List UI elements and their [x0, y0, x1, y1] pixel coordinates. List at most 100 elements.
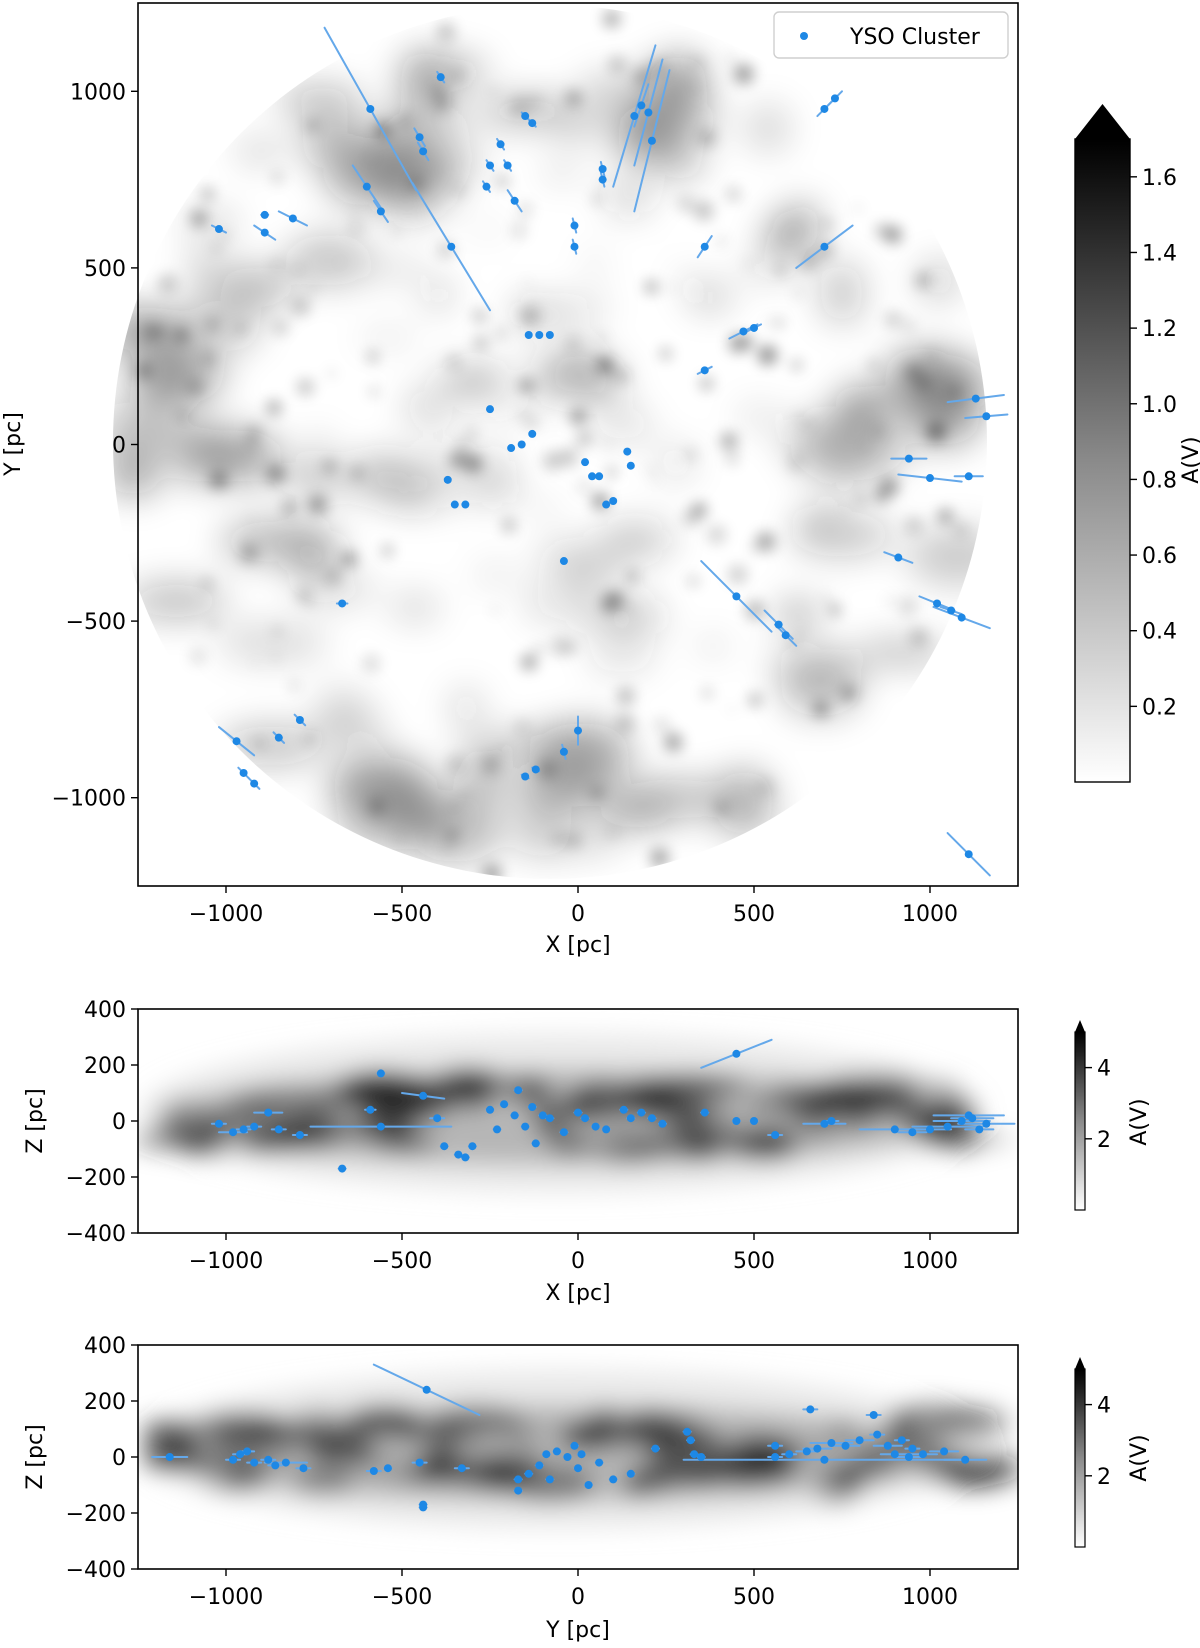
- panel-xy-yso-point: [700, 366, 709, 375]
- panel-yz-yso-point: [771, 1453, 780, 1461]
- panel-xy-yso-point: [260, 228, 269, 237]
- panel-xy-yso-point: [531, 765, 540, 774]
- panel-yz-xtick-label: 500: [733, 1585, 775, 1610]
- panel-yz-yso-point: [584, 1481, 593, 1489]
- panel-yz-yso-point: [651, 1444, 660, 1453]
- panel-xy-yso-point: [598, 175, 607, 184]
- panel-xz-yso-point: [419, 1091, 428, 1100]
- panel-xy-ytick-label: −1000: [52, 787, 126, 812]
- panel-yz-yso-point: [542, 1450, 551, 1459]
- legend-label: YSO Cluster: [849, 25, 981, 50]
- panel-yz-yso-point: [535, 1461, 544, 1470]
- colorbar-main-label: A(V): [1179, 436, 1200, 483]
- panel-yz-yso-point: [697, 1453, 706, 1461]
- panel-yz-xtick-label: −1000: [189, 1585, 263, 1610]
- panel-xy-yso-point: [503, 161, 512, 170]
- panel-yz-yso-point: [873, 1430, 882, 1439]
- panel-xz-yso-point: [440, 1142, 449, 1151]
- panel-yz-yso-point: [883, 1441, 892, 1450]
- colorbar-yz-ticks: 24: [1085, 1394, 1111, 1490]
- panel-xy-yso-point: [535, 331, 544, 340]
- panel-xz-yso-point: [454, 1150, 463, 1159]
- panel-xy-yso-point: [415, 133, 424, 142]
- panel-xy-yso-point: [774, 620, 783, 629]
- panel-xz-yso-point: [619, 1105, 628, 1114]
- panel-xz-xtick-label: −500: [372, 1249, 432, 1274]
- panel-xz-points: [214, 1049, 991, 1173]
- panel-yz-yso-point: [595, 1458, 604, 1467]
- panel-xy-xlabel: X [pc]: [545, 933, 610, 958]
- panel-yz-ytick-label: 0: [112, 1446, 126, 1471]
- panel-xz-yso-point: [602, 1125, 611, 1134]
- panel-xy-yso-point: [623, 447, 632, 456]
- panel-yz-xlabel: Y [pc]: [545, 1618, 610, 1643]
- panel-xz-yso-point: [827, 1117, 836, 1125]
- panel-xy-yso-point: [894, 553, 903, 562]
- panel-yz-ytick-label: 400: [84, 1334, 126, 1359]
- panel-xy-yso-point: [214, 225, 223, 234]
- colorbar-yz-label: A(V): [1127, 1434, 1152, 1481]
- panel-xz-yso-point: [510, 1111, 519, 1120]
- panel-xz-yso-point: [493, 1125, 502, 1134]
- panel-xz-background: [138, 1009, 1018, 1233]
- panel-xy-yso-point: [362, 182, 371, 191]
- panel-xy-yso-point: [376, 207, 385, 216]
- panel-xy-ticks: −1000 −500 0 500 1000 −1000 −500 0 500 1000: [52, 80, 958, 927]
- panel-yz-yso-point: [802, 1447, 811, 1456]
- panel-xy-yso-point: [602, 500, 611, 509]
- legend-marker: [800, 32, 808, 40]
- panel-yz-yso-point: [369, 1467, 378, 1475]
- panel-xy-ylabel: Y [pc]: [1, 412, 26, 477]
- colorbar-xz: 24 A(V): [1074, 1020, 1152, 1211]
- panel-xy-yso-point: [517, 440, 526, 449]
- panel-xy-yso-point: [461, 500, 470, 509]
- panel-xy-xtick-label: 1000: [902, 902, 958, 927]
- panel-xz-ytick-label: −400: [66, 1222, 126, 1247]
- panel-yz-xtick-label: −500: [372, 1585, 432, 1610]
- panel-yz-yso-point: [609, 1475, 618, 1484]
- panel-xy-yso-point: [926, 474, 934, 483]
- panel-yz-yso-point: [577, 1450, 586, 1459]
- panel-xy-yso-point: [982, 412, 991, 421]
- colorbar-main: 0.2 0.4 0.6 0.8 1.0 1.2 1.4 1.6 A(V): [1074, 104, 1200, 783]
- colorbar-xz-extend-arrow: [1075, 1020, 1085, 1032]
- panel-xy-yso-point: [338, 599, 347, 608]
- panel-yz-ytick-label: −400: [66, 1558, 126, 1583]
- legend-box: [773, 11, 1009, 59]
- panel-yz-yso-point: [165, 1453, 174, 1461]
- panel-yz-yso-point: [841, 1441, 850, 1450]
- panel-yz-yso-point: [250, 1458, 259, 1467]
- panel-yz-yso-point: [918, 1450, 927, 1459]
- panel-xz-yso-point: [658, 1119, 667, 1128]
- panel-xy-yso-point: [626, 461, 635, 470]
- panel-yz-yso-point: [236, 1450, 245, 1459]
- panel-xy-yso-point: [644, 108, 653, 117]
- panel-yz-yso-point: [771, 1441, 780, 1450]
- panel-xz-ylabel: Z [pc]: [23, 1088, 48, 1153]
- panel-xy-yso-point: [947, 606, 956, 615]
- panel-xz-ytick-label: 400: [84, 998, 126, 1023]
- panel-xy-yso-point: [436, 73, 445, 82]
- colorbar-xz-tick-label: 4: [1097, 1057, 1111, 1082]
- panel-xz-xtick-label: −1000: [189, 1249, 263, 1274]
- panel-xz-ytick-label: 200: [84, 1054, 126, 1079]
- panel-yz-yso-point: [806, 1405, 815, 1414]
- panel-xz-yso-point: [264, 1108, 273, 1117]
- panel-xz-ytick-label: −200: [66, 1166, 126, 1191]
- colorbar-xz-bar: [1074, 1031, 1086, 1211]
- panel-xz-yso-point: [943, 1122, 952, 1131]
- panel-yz-yso-point: [961, 1455, 970, 1464]
- colorbar-main-tick-label: 0.8: [1142, 468, 1177, 493]
- panel-xy-ytick-label: 1000: [70, 80, 126, 105]
- panel-xy-yso-point: [781, 631, 790, 640]
- panel-xy-yso-point: [609, 497, 618, 506]
- panel-xy-yso-point: [232, 737, 241, 746]
- panel-xy-yso-point: [630, 112, 639, 121]
- panel-yz-yso-point: [869, 1411, 878, 1419]
- panel-xz-yso-point: [433, 1114, 442, 1123]
- panel-xy-yso-point: [588, 472, 597, 481]
- panel-xy-yso-point: [595, 472, 604, 481]
- panel-yz-yso-point: [563, 1453, 572, 1461]
- colorbar-xz-ticks: 24: [1085, 1057, 1111, 1153]
